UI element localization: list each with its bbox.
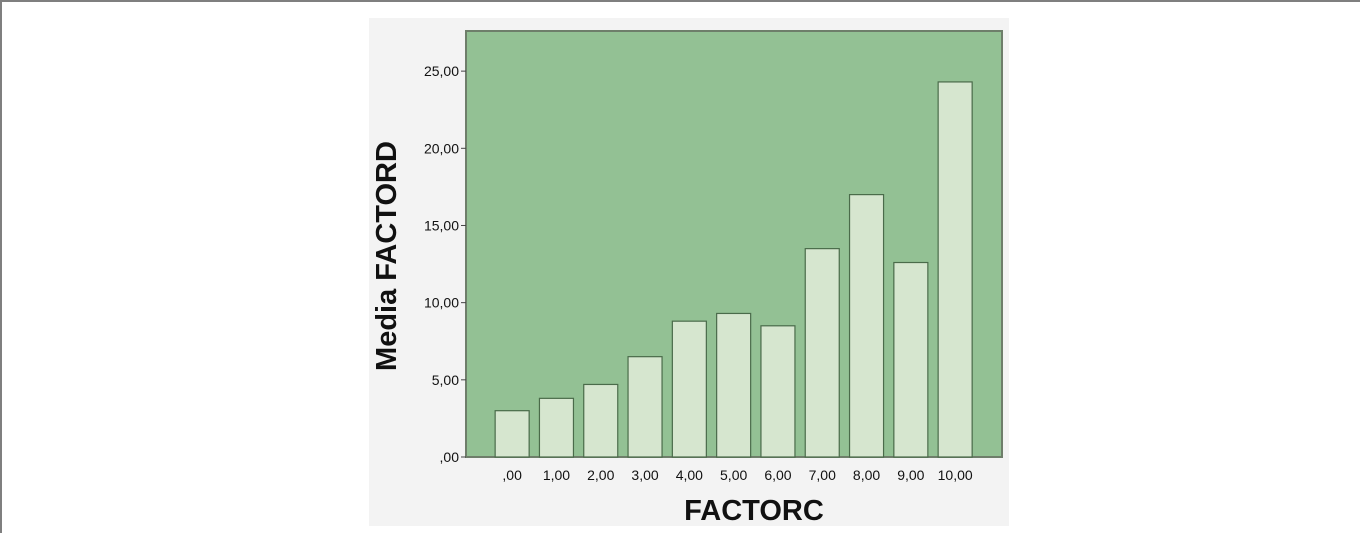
bar-3 bbox=[627, 356, 663, 458]
y-tick-label-1: 5,00 bbox=[432, 372, 459, 388]
x-axis: ,00 1,00 2,00 3,00 4,00 5,00 6,00 7,00 8,00 9,00 1… bbox=[502, 467, 972, 483]
y-axis-title: Media FACTORD bbox=[371, 141, 403, 371]
x-tick-label-9: 9,00 bbox=[897, 467, 924, 483]
bar-10 bbox=[937, 81, 973, 458]
frame-left-border bbox=[0, 0, 2, 533]
y-tick-label-0: ,00 bbox=[440, 449, 460, 465]
y-axis: ,00 5,00 10,00 15,00 20,00 25,00 bbox=[424, 63, 466, 465]
y-tick-label-5: 25,00 bbox=[424, 63, 459, 79]
bar-4 bbox=[671, 320, 707, 458]
x-tick-label-5: 5,00 bbox=[720, 467, 747, 483]
x-tick-label-10: 10,00 bbox=[938, 467, 973, 483]
x-tick-label-3: 3,00 bbox=[631, 467, 658, 483]
x-axis-title: FACTORC bbox=[684, 495, 824, 527]
bar-5 bbox=[716, 312, 752, 458]
y-tick-label-3: 15,00 bbox=[424, 217, 459, 233]
bar-2 bbox=[583, 383, 619, 458]
bar-6 bbox=[760, 325, 796, 458]
x-tick-label-1: 1,00 bbox=[543, 467, 570, 483]
x-tick-label-2: 2,00 bbox=[587, 467, 614, 483]
frame-top-border bbox=[0, 0, 1360, 2]
bar-8 bbox=[848, 194, 885, 458]
bars-group bbox=[494, 81, 973, 458]
bar-9 bbox=[893, 261, 929, 458]
x-tick-label-7: 7,00 bbox=[809, 467, 836, 483]
bar-1 bbox=[538, 397, 575, 458]
bar-0 bbox=[494, 410, 530, 458]
x-tick-label-8: 8,00 bbox=[853, 467, 880, 483]
x-tick-label-4: 4,00 bbox=[676, 467, 703, 483]
bar-7 bbox=[804, 248, 840, 458]
x-tick-label-0: ,00 bbox=[502, 467, 522, 483]
y-tick-label-4: 20,00 bbox=[424, 140, 459, 156]
y-tick-label-2: 10,00 bbox=[424, 295, 459, 311]
x-tick-label-6: 6,00 bbox=[764, 467, 791, 483]
